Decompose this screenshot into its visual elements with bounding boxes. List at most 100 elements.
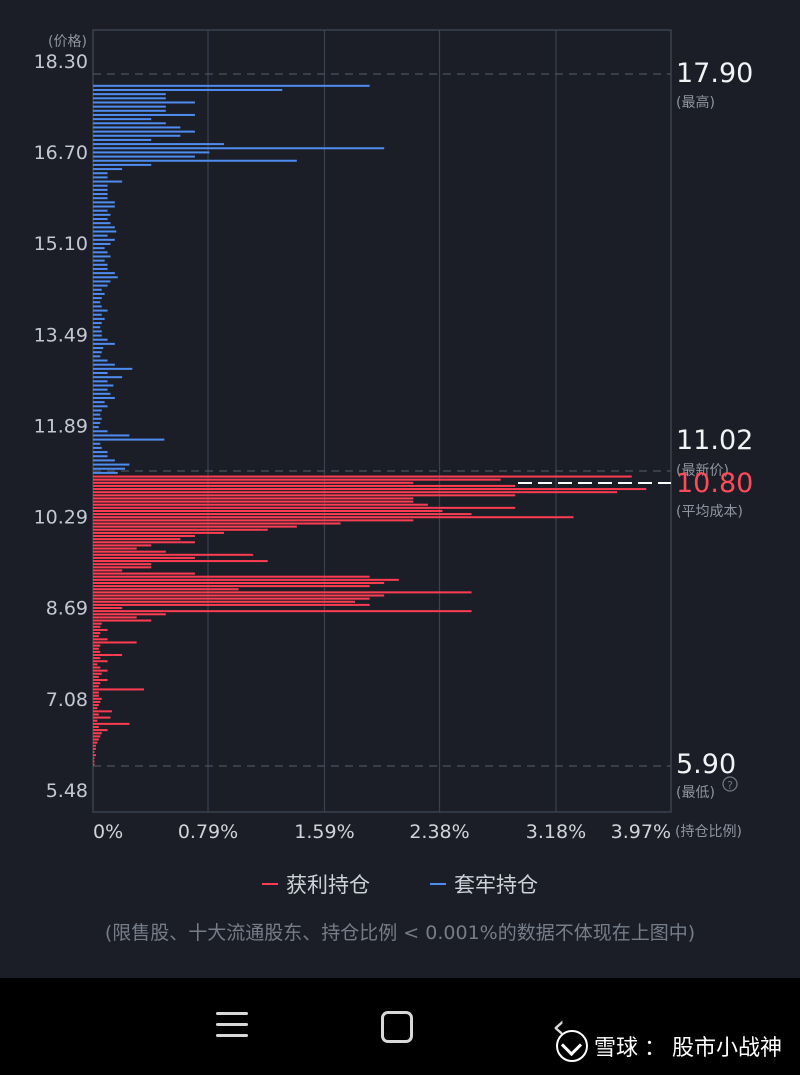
trapped-bar bbox=[93, 297, 102, 300]
profit-bar bbox=[93, 747, 96, 750]
profit-bar bbox=[93, 553, 254, 556]
trapped-bar bbox=[93, 222, 111, 225]
y-tick-label: 5.48 bbox=[46, 780, 88, 802]
profit-bar bbox=[93, 697, 102, 700]
trapped-bar bbox=[93, 471, 118, 474]
profit-bar bbox=[93, 591, 472, 594]
profit-bar bbox=[93, 751, 95, 754]
x-tick-label: 3.97% bbox=[611, 821, 671, 843]
profit-bar bbox=[93, 525, 297, 528]
profit-bar bbox=[93, 578, 399, 581]
trapped-bar bbox=[93, 347, 104, 350]
y-tick-label: 15.10 bbox=[34, 233, 88, 255]
trapped-bar bbox=[93, 317, 105, 320]
y-tick-label: 7.08 bbox=[46, 689, 88, 711]
trapped-bar bbox=[93, 176, 108, 179]
trapped-bar bbox=[93, 118, 152, 121]
profit-bar bbox=[93, 613, 166, 616]
annotation-label-1: (最新价) bbox=[676, 463, 729, 479]
profit-bar bbox=[93, 704, 99, 707]
trapped-bar bbox=[93, 168, 123, 171]
trapped-bar bbox=[93, 242, 111, 245]
trapped-bar bbox=[93, 143, 225, 146]
trapped-bar bbox=[93, 309, 108, 312]
profit-bar bbox=[93, 541, 195, 544]
profit-bar bbox=[93, 725, 99, 728]
profit-bar bbox=[93, 600, 356, 603]
question-mark-glyph: ? bbox=[727, 779, 733, 792]
trapped-bar bbox=[93, 442, 101, 445]
snowball-logo-icon bbox=[556, 1030, 588, 1062]
profit-bar bbox=[93, 560, 268, 563]
trapped-bar bbox=[93, 122, 166, 125]
profit-bar bbox=[93, 632, 101, 635]
trapped-bar bbox=[93, 184, 108, 187]
trapped-bar bbox=[93, 134, 181, 137]
trapped-bar bbox=[93, 363, 115, 366]
trapped-bar bbox=[93, 384, 114, 387]
trapped-bar bbox=[93, 209, 108, 212]
trapped-bar bbox=[93, 267, 108, 270]
profit-bar bbox=[93, 531, 225, 534]
profit-bar bbox=[93, 744, 96, 747]
trapped-bar bbox=[93, 322, 102, 325]
y-tick-label: 11.89 bbox=[34, 416, 88, 438]
profit-bar bbox=[93, 484, 516, 487]
x-tick-label: 1.59% bbox=[294, 821, 354, 843]
home-square-icon[interactable] bbox=[381, 1011, 413, 1043]
trapped-bar bbox=[93, 93, 166, 96]
trapped-bar bbox=[93, 355, 101, 358]
trapped-bar bbox=[93, 226, 115, 229]
profit-bar bbox=[93, 644, 101, 647]
trapped-bar bbox=[93, 459, 115, 462]
trapped-bar bbox=[93, 234, 108, 237]
profit-bar bbox=[93, 657, 101, 660]
profit-bar bbox=[93, 741, 98, 744]
chip-distribution-chart: 17.90(最高)11.02(最新价)10.80(平均成本)5.90(最低)? … bbox=[34, 29, 753, 843]
legend-item-trapped[interactable]: 套牢持仓 bbox=[430, 869, 538, 899]
profit-bar bbox=[93, 581, 385, 584]
trapped-bar bbox=[93, 163, 152, 166]
menu-icon[interactable] bbox=[216, 1012, 248, 1042]
profit-bar bbox=[93, 616, 137, 619]
trapped-bar bbox=[93, 238, 115, 241]
system-navbar bbox=[0, 978, 800, 1075]
x-tick-label: 2.38% bbox=[409, 821, 469, 843]
profit-bar bbox=[93, 666, 101, 669]
trapped-bar bbox=[93, 159, 297, 162]
profit-bar bbox=[93, 688, 144, 691]
trapped-bar bbox=[93, 376, 123, 379]
profit-bar bbox=[93, 491, 618, 494]
profit-bar bbox=[93, 641, 137, 644]
trapped-bar bbox=[93, 380, 108, 383]
profit-bar bbox=[93, 660, 108, 663]
profit-bar bbox=[93, 569, 123, 572]
annotation-label-3: (最低) bbox=[676, 785, 715, 801]
profit-bar bbox=[93, 694, 99, 697]
x-tick-label: 0% bbox=[93, 821, 123, 843]
trapped-bar bbox=[93, 105, 166, 108]
trapped-bar bbox=[93, 455, 108, 458]
trapped-bar bbox=[93, 351, 102, 354]
trapped-bar bbox=[93, 313, 102, 316]
profit-bar bbox=[93, 556, 195, 559]
trapped-bar bbox=[93, 193, 108, 196]
profit-bar bbox=[93, 528, 268, 531]
trapped-bar bbox=[93, 446, 102, 449]
trapped-bar bbox=[93, 151, 210, 154]
profit-bar bbox=[93, 547, 137, 550]
trapped-bar bbox=[93, 451, 108, 454]
annotation-label-2: (平均成本) bbox=[676, 504, 743, 520]
trapped-bar bbox=[93, 97, 166, 100]
annotation-label-0: (最高) bbox=[676, 94, 715, 111]
legend-item-profit[interactable]: 获利持仓 bbox=[262, 869, 370, 899]
trapped-bar bbox=[93, 255, 111, 258]
annotation-value-3: 5.90 bbox=[676, 749, 736, 780]
profit-bar bbox=[93, 503, 428, 506]
profit-bar bbox=[93, 760, 95, 763]
trapped-bar bbox=[93, 247, 105, 250]
profit-bar bbox=[93, 563, 152, 566]
profit-bar bbox=[93, 635, 99, 638]
trapped-bar bbox=[93, 251, 108, 254]
legend: 获利持仓 套牢持仓 bbox=[0, 866, 800, 902]
